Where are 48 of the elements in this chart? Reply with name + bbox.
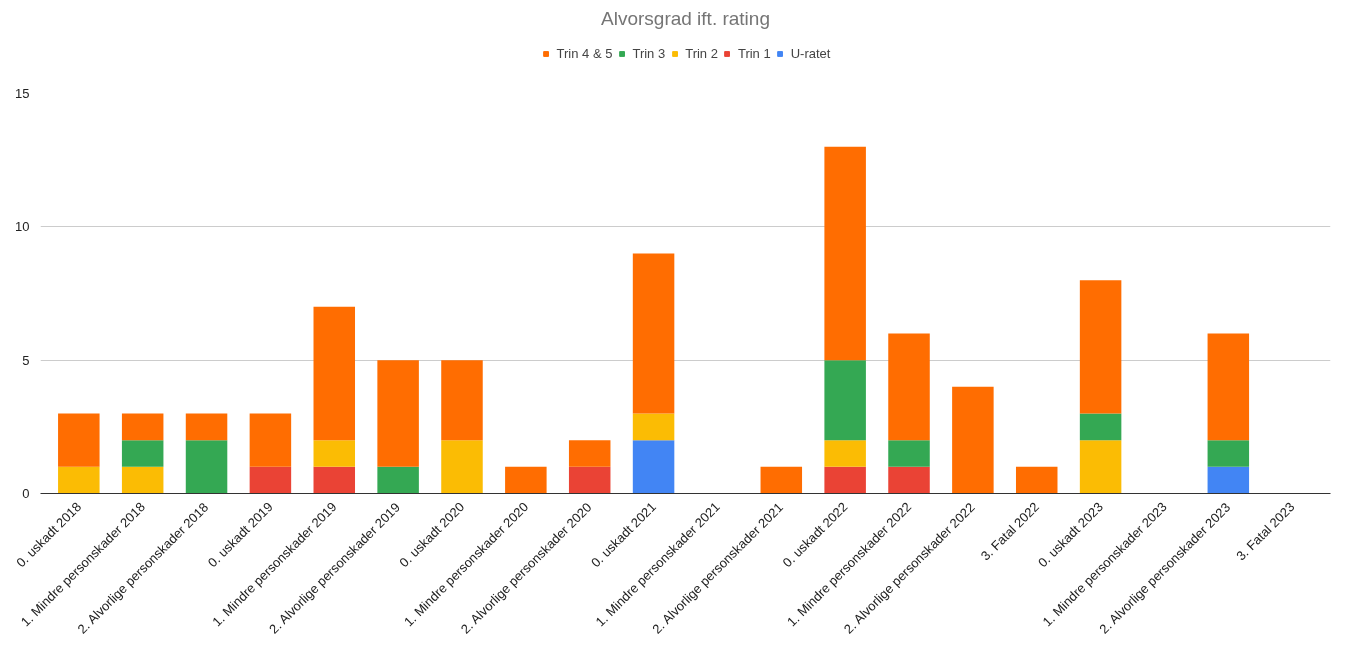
bar bbox=[121, 440, 164, 467]
bar bbox=[249, 413, 292, 467]
bar bbox=[824, 360, 866, 441]
legend-label: Trin 1 bbox=[737, 45, 771, 61]
bar bbox=[824, 146, 866, 361]
y-tick-label: 15 bbox=[15, 86, 30, 101]
bar bbox=[313, 466, 356, 494]
bar bbox=[1207, 333, 1250, 441]
bar bbox=[824, 440, 866, 467]
bar bbox=[952, 386, 994, 494]
bar bbox=[1207, 466, 1250, 494]
legend-label: U-ratet bbox=[790, 45, 831, 61]
bar bbox=[313, 440, 356, 467]
bar bbox=[888, 440, 930, 467]
bar bbox=[441, 360, 483, 441]
bar bbox=[632, 253, 675, 414]
bar bbox=[824, 466, 866, 494]
bar bbox=[888, 333, 930, 441]
y-tick-label: 0 bbox=[22, 486, 30, 501]
chart-title: Alvorsgrad ift. rating bbox=[601, 7, 770, 29]
bar bbox=[505, 466, 547, 494]
bar bbox=[568, 466, 611, 494]
bar bbox=[121, 466, 164, 494]
bar bbox=[249, 466, 292, 494]
bar bbox=[58, 413, 100, 467]
bar bbox=[1079, 413, 1122, 441]
bar bbox=[1079, 280, 1122, 414]
bar bbox=[58, 466, 100, 494]
bar bbox=[377, 466, 419, 494]
y-tick-label: 5 bbox=[22, 352, 30, 368]
bar bbox=[568, 440, 611, 467]
bar bbox=[1015, 466, 1058, 494]
bar bbox=[185, 440, 228, 494]
bar bbox=[441, 440, 483, 494]
legend-label: Trin 4 & 5 bbox=[556, 45, 613, 61]
legend-label: Trin 3 bbox=[632, 45, 666, 61]
y-tick-label: 10 bbox=[15, 219, 30, 235]
bar bbox=[313, 306, 356, 441]
bar bbox=[121, 413, 164, 441]
bar bbox=[377, 360, 419, 467]
bar bbox=[632, 413, 675, 441]
bar bbox=[1079, 440, 1122, 494]
bar bbox=[760, 466, 803, 494]
bar bbox=[185, 413, 228, 441]
legend-label: Trin 2 bbox=[685, 45, 718, 61]
bar bbox=[1207, 440, 1250, 467]
bar bbox=[632, 440, 675, 494]
bar bbox=[888, 466, 930, 494]
